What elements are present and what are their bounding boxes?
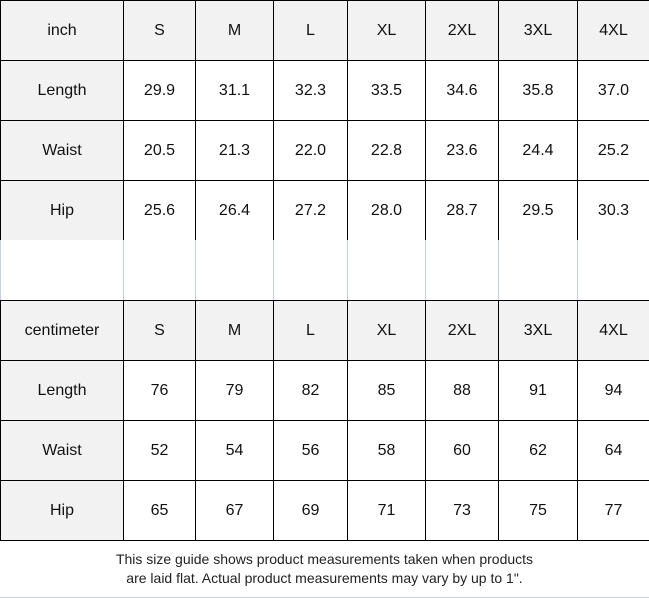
measurement-value: 52: [123, 420, 196, 481]
measurement-value: 29.9: [123, 60, 196, 121]
size-header: XL: [347, 0, 426, 61]
measurement-value: 56: [273, 420, 348, 481]
size-header: S: [123, 300, 196, 361]
size-header: L: [273, 300, 348, 361]
size-header: 3XL: [498, 0, 578, 61]
measurement-value: 29.5: [498, 180, 578, 241]
unit-label: centimeter: [0, 300, 124, 361]
measurement-value: 35.8: [498, 60, 578, 121]
empty-cell: [425, 240, 499, 300]
measurement-value: 27.2: [273, 180, 348, 241]
empty-cell: [273, 240, 348, 300]
table-spacer: [0, 240, 649, 300]
measurement-value: 88: [425, 360, 499, 421]
measurement-value: 76: [123, 360, 196, 421]
size-header: L: [273, 0, 348, 61]
measurement-value: 69: [273, 480, 348, 541]
measurement-value: 32.3: [273, 60, 348, 121]
measurement-value: 64: [577, 420, 649, 481]
size-header: S: [123, 0, 196, 61]
measurement-label: Hip: [0, 180, 124, 241]
empty-cell: [123, 240, 196, 300]
empty-cell: [0, 240, 124, 300]
measurement-value: 25.6: [123, 180, 196, 241]
empty-cell: [347, 240, 426, 300]
table-row: Length 76 79 82 85 88 91 94: [0, 360, 649, 421]
measurement-value: 21.3: [195, 120, 274, 181]
measurement-value: 85: [347, 360, 426, 421]
measurement-value: 82: [273, 360, 348, 421]
measurement-value: 23.6: [425, 120, 499, 181]
measurement-value: 67: [195, 480, 274, 541]
measurement-value: 79: [195, 360, 274, 421]
measurement-label: Waist: [0, 120, 124, 181]
measurement-value: 31.1: [195, 60, 274, 121]
measurement-value: 24.4: [498, 120, 578, 181]
size-header: M: [195, 0, 274, 61]
measurement-value: 94: [577, 360, 649, 421]
spacer-row: [0, 240, 649, 300]
measurement-value: 20.5: [123, 120, 196, 181]
size-header: 4XL: [577, 0, 649, 61]
header-row: inch S M L XL 2XL 3XL 4XL: [0, 0, 649, 61]
measurement-value: 58: [347, 420, 426, 481]
table-row: Hip 65 67 69 71 73 75 77: [0, 480, 649, 541]
size-header: 2XL: [425, 0, 499, 61]
size-header: 2XL: [425, 300, 499, 361]
measurement-value: 28.7: [425, 180, 499, 241]
table-row: Waist 52 54 56 58 60 62 64: [0, 420, 649, 481]
measurement-value: 33.5: [347, 60, 426, 121]
measurement-value: 62: [498, 420, 578, 481]
measurement-value: 60: [425, 420, 499, 481]
size-header: XL: [347, 300, 426, 361]
measurement-value: 71: [347, 480, 426, 541]
measurement-value: 28.0: [347, 180, 426, 241]
measurement-value: 77: [577, 480, 649, 541]
measurement-label: Hip: [0, 480, 124, 541]
measurement-value: 34.6: [425, 60, 499, 121]
centimeter-size-table: centimeter S M L XL 2XL 3XL 4XL Length 76 79 82 85 88…: [0, 300, 649, 541]
table-row: Hip 25.6 26.4 27.2 28.0 28.7 29.5 30.3: [0, 180, 649, 241]
header-row: centimeter S M L XL 2XL 3XL 4XL: [0, 300, 649, 361]
size-guide-note: This size guide shows product measuremen…: [0, 550, 649, 588]
note-line-2: are laid flat. Actual product measuremen…: [126, 570, 523, 586]
measurement-value: 26.4: [195, 180, 274, 241]
empty-cell: [577, 240, 649, 300]
size-header: 4XL: [577, 300, 649, 361]
measurement-value: 37.0: [577, 60, 649, 121]
measurement-value: 22.0: [273, 120, 348, 181]
measurement-value: 73: [425, 480, 499, 541]
measurement-label: Length: [0, 60, 124, 121]
table-row: Waist 20.5 21.3 22.0 22.8 23.6 24.4 25.2: [0, 120, 649, 181]
size-header: M: [195, 300, 274, 361]
measurement-label: Length: [0, 360, 124, 421]
unit-label: inch: [0, 0, 124, 61]
inch-size-table: inch S M L XL 2XL 3XL 4XL Length 29.9 31.1 32.3 33.5…: [0, 0, 649, 241]
empty-cell: [498, 240, 578, 300]
note-line-1: This size guide shows product measuremen…: [115, 551, 534, 567]
measurement-value: 30.3: [577, 180, 649, 241]
measurement-value: 75: [498, 480, 578, 541]
measurement-value: 65: [123, 480, 196, 541]
measurement-label: Waist: [0, 420, 124, 481]
measurement-value: 25.2: [577, 120, 649, 181]
measurement-value: 54: [195, 420, 274, 481]
size-header: 3XL: [498, 300, 578, 361]
measurement-value: 22.8: [347, 120, 426, 181]
table-row: Length 29.9 31.1 32.3 33.5 34.6 35.8 37.0: [0, 60, 649, 121]
empty-cell: [195, 240, 274, 300]
measurement-value: 91: [498, 360, 578, 421]
